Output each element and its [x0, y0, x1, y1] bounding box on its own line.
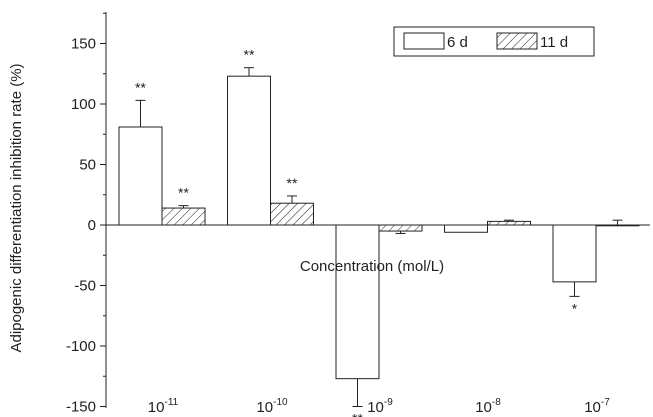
y-tick-label: -50	[74, 278, 96, 295]
x-category-label: 10-7	[584, 397, 610, 416]
significance-marker: **	[287, 175, 298, 191]
legend-label: 11 d	[540, 34, 568, 51]
x-axis-title: Concentration (mol/L)	[300, 258, 444, 275]
legend-swatch	[403, 32, 445, 50]
bar-day6-3	[444, 224, 488, 233]
x-category-label: 10-11	[148, 397, 179, 416]
bar-day11-1	[270, 202, 314, 226]
bar-day11-3	[487, 220, 531, 226]
bar-day6-1	[227, 75, 271, 226]
bar-day6-2	[335, 224, 380, 380]
bar-day11-2	[378, 224, 423, 232]
y-axis-title: Adipogenic differentiation inhibition ra…	[8, 63, 25, 352]
significance-marker: **	[135, 79, 146, 95]
bar-day11-0	[161, 207, 206, 226]
bar-day11-4	[595, 224, 640, 227]
y-axis: -150 -100 -50 0 50 100 150	[66, 12, 107, 416]
legend-label: 6 d	[447, 34, 468, 51]
significance-marker: **	[352, 411, 363, 417]
y-tick-label: 100	[71, 96, 96, 113]
bar-day6-0	[118, 126, 163, 226]
y-tick-label: 0	[88, 217, 96, 234]
significance-marker: **	[178, 185, 189, 201]
legend-swatch	[496, 32, 538, 50]
y-tick-label: -100	[66, 338, 96, 355]
x-category-label: 10-8	[475, 397, 501, 416]
x-category-label: 10-9	[367, 397, 393, 416]
significance-marker: *	[572, 300, 578, 316]
bars: ***********	[118, 47, 640, 417]
x-category-labels: 10-11 10-10 10-9 10-8 10-7	[148, 397, 610, 416]
bar-day6-4	[552, 224, 597, 283]
y-tick-label: 150	[71, 36, 96, 53]
x-category-label: 10-10	[256, 397, 288, 416]
y-tick-label: -150	[66, 399, 96, 416]
y-tick-label: 50	[79, 157, 96, 174]
significance-marker: **	[244, 47, 255, 63]
legend: 6 d 11 d	[393, 26, 595, 57]
